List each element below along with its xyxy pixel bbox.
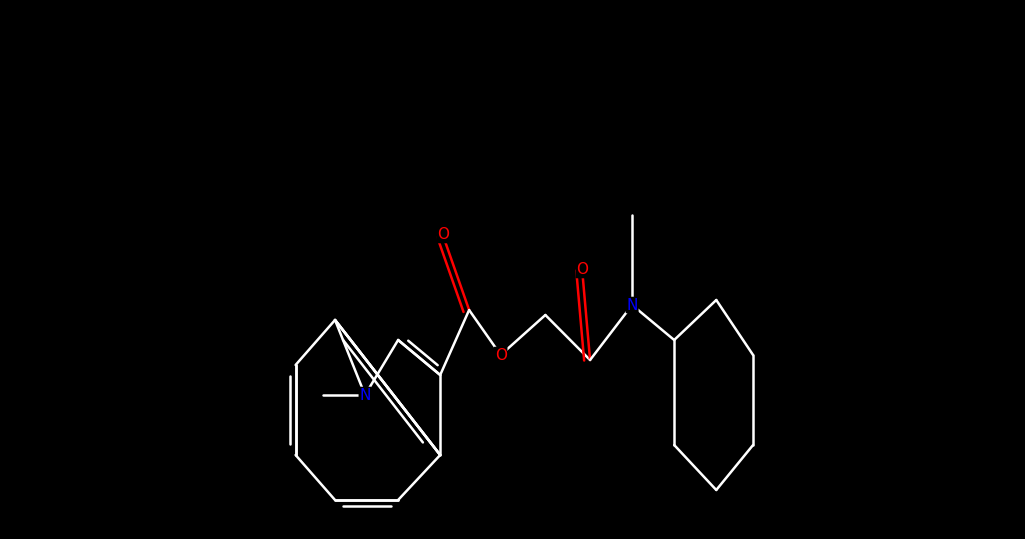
Text: O: O xyxy=(437,227,449,243)
Text: O: O xyxy=(495,348,506,363)
Text: N: N xyxy=(626,298,638,313)
Text: O: O xyxy=(576,262,588,278)
Text: N: N xyxy=(360,388,371,403)
